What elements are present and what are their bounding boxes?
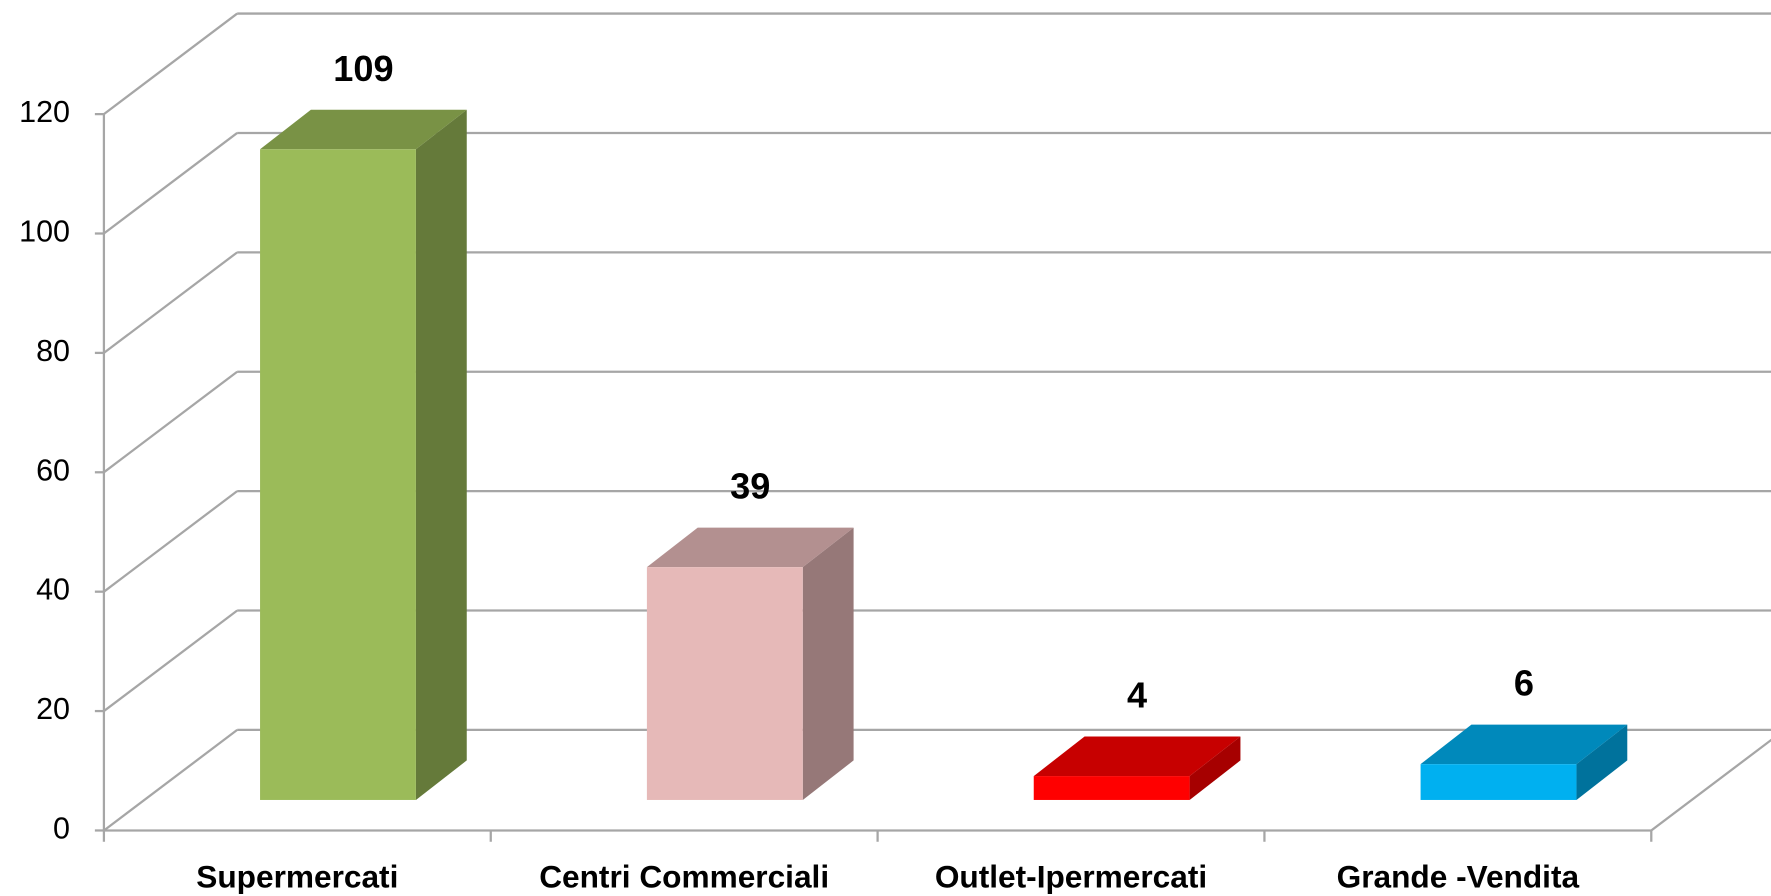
x-tick-label: Grande -Vendita xyxy=(1337,858,1580,894)
bar xyxy=(1420,764,1577,800)
bar-side xyxy=(1576,724,1628,800)
value-label: 109 xyxy=(333,48,393,89)
y-tick-label: 80 xyxy=(36,334,70,368)
grid-line xyxy=(103,132,238,235)
bar xyxy=(646,567,803,800)
floor-right xyxy=(1650,738,1771,832)
grid-line xyxy=(103,609,238,712)
bar-side xyxy=(415,109,467,800)
x-tick-label: Outlet-Ipermercati xyxy=(935,858,1207,894)
y-tick-label: 120 xyxy=(19,95,70,129)
y-tick-label: 20 xyxy=(36,692,70,726)
bar-top xyxy=(1033,736,1241,777)
grid-line xyxy=(103,12,238,116)
x-tick-label: Centri Commerciali xyxy=(539,858,829,894)
x-tick-label: Supermercati xyxy=(196,858,398,894)
bar-top xyxy=(260,109,467,150)
y-tick-label: 60 xyxy=(36,453,70,487)
grid-line xyxy=(103,729,238,832)
bar-top xyxy=(646,527,854,568)
bar xyxy=(260,149,416,800)
y-tick-label: 0 xyxy=(53,812,70,846)
bar-side xyxy=(802,527,854,800)
grid-line xyxy=(103,490,238,593)
bar-top xyxy=(1420,724,1628,765)
y-tick-label: 40 xyxy=(36,573,70,607)
value-label: 4 xyxy=(1127,675,1147,716)
grid-line xyxy=(103,251,238,354)
value-label: 6 xyxy=(1514,663,1534,704)
y-tick-label: 100 xyxy=(19,215,70,249)
bar xyxy=(1033,776,1190,800)
value-label: 39 xyxy=(730,466,770,507)
grid-line xyxy=(103,370,238,474)
bar-side xyxy=(1189,736,1241,800)
